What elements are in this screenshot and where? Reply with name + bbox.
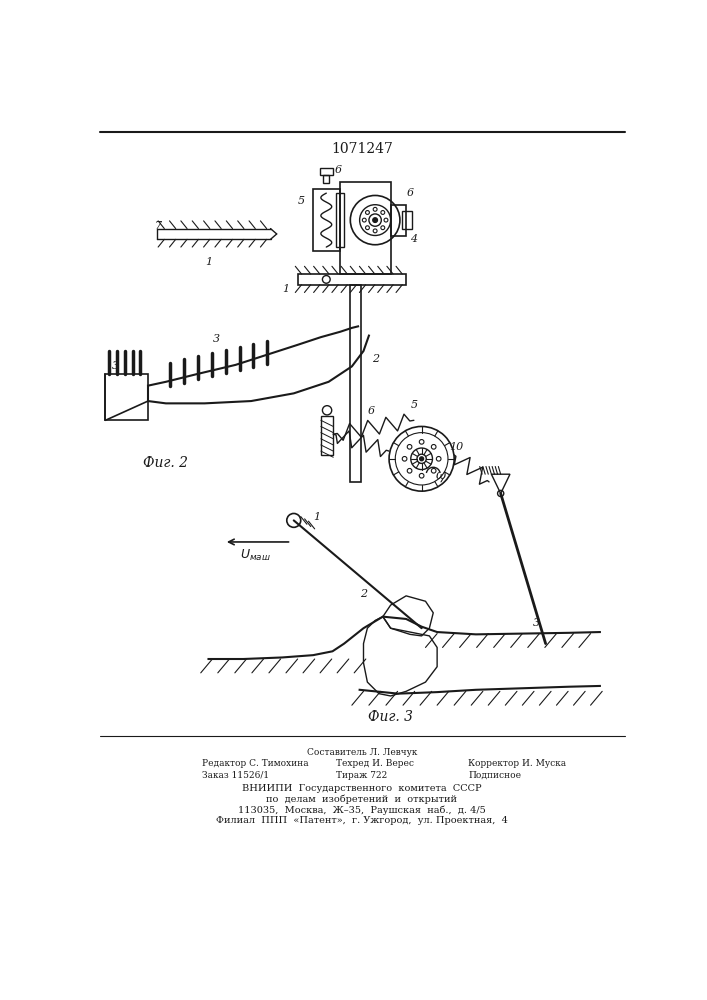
Text: 1: 1 bbox=[282, 284, 290, 294]
Bar bbox=[391, 205, 406, 235]
Text: 1: 1 bbox=[313, 512, 320, 522]
Text: 5: 5 bbox=[298, 196, 305, 206]
Text: Фиг. 2: Фиг. 2 bbox=[144, 456, 188, 470]
Bar bbox=[105, 374, 148, 420]
Text: 1: 1 bbox=[205, 257, 212, 267]
Text: 113035,  Москва,  Ж–35,  Раушская  наб.,  д. 4/5: 113035, Москва, Ж–35, Раушская наб., д. … bbox=[238, 805, 486, 815]
Text: 5: 5 bbox=[410, 400, 417, 410]
Text: 2: 2 bbox=[372, 354, 379, 364]
Text: 7: 7 bbox=[155, 221, 162, 231]
Text: 10: 10 bbox=[450, 442, 464, 452]
Text: 3: 3 bbox=[112, 361, 119, 371]
Bar bbox=[323, 175, 329, 183]
Text: Тираж 722: Тираж 722 bbox=[337, 771, 387, 780]
Bar bbox=[402, 211, 411, 229]
Text: 3: 3 bbox=[213, 334, 220, 344]
Text: 6: 6 bbox=[407, 188, 414, 198]
Bar bbox=[298, 274, 406, 285]
Text: 6: 6 bbox=[368, 406, 375, 416]
Bar bbox=[321, 416, 333, 455]
Text: Фиг. 3: Фиг. 3 bbox=[368, 710, 413, 724]
Text: по  делам  изобретений  и  открытий: по делам изобретений и открытий bbox=[267, 795, 457, 804]
Text: 6: 6 bbox=[334, 165, 341, 175]
Bar bbox=[351, 285, 361, 482]
Circle shape bbox=[420, 457, 423, 461]
Text: 1071247: 1071247 bbox=[331, 142, 393, 156]
Text: Подписное: Подписное bbox=[468, 771, 521, 780]
Text: $U_{маш}$: $U_{маш}$ bbox=[240, 548, 270, 563]
Bar bbox=[337, 193, 344, 247]
Text: Филиал  ППП  «Патент»,  г. Ужгород,  ул. Проектная,  4: Филиал ППП «Патент», г. Ужгород, ул. Про… bbox=[216, 816, 508, 825]
Text: 3: 3 bbox=[533, 618, 540, 628]
Text: ω: ω bbox=[436, 469, 446, 482]
Text: Корректор И. Муска: Корректор И. Муска bbox=[468, 759, 566, 768]
Circle shape bbox=[373, 218, 378, 222]
Text: ВНИИПИ  Государственного  комитета  СССР: ВНИИПИ Государственного комитета СССР bbox=[242, 784, 481, 793]
Bar bbox=[313, 189, 340, 251]
Text: Составитель Л. Левчук: Составитель Л. Левчук bbox=[307, 748, 417, 757]
Bar bbox=[320, 168, 332, 175]
Text: Техред И. Верес: Техред И. Верес bbox=[337, 759, 414, 768]
Bar bbox=[340, 182, 391, 274]
Text: Заказ 11526/1: Заказ 11526/1 bbox=[202, 771, 269, 780]
Text: Редактор С. Тимохина: Редактор С. Тимохина bbox=[202, 759, 309, 768]
Text: 4: 4 bbox=[410, 234, 417, 244]
Text: 2: 2 bbox=[360, 589, 367, 599]
